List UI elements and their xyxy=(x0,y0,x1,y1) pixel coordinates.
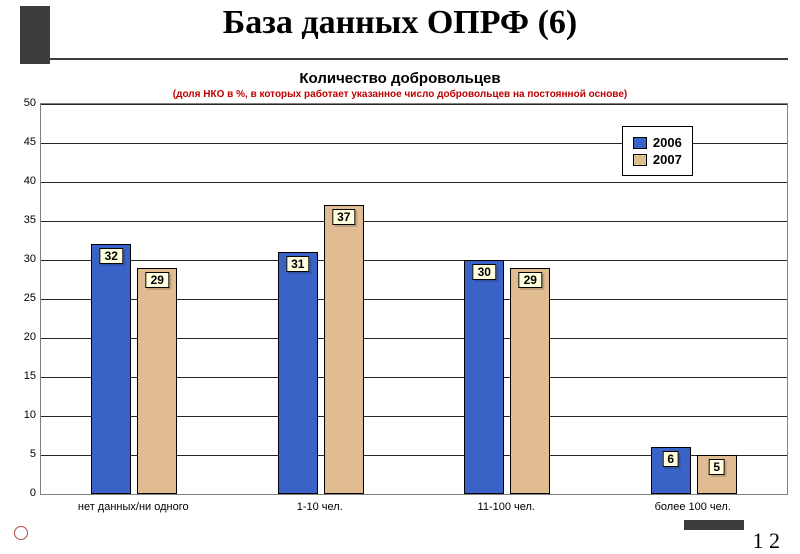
bar xyxy=(464,260,504,494)
legend-swatch xyxy=(633,137,647,149)
y-axis-label: 0 xyxy=(12,487,36,499)
bar-chart: 32293137302965 05101520253035404550нет д… xyxy=(12,103,788,521)
bar xyxy=(510,268,550,494)
legend-swatch xyxy=(633,154,647,166)
y-axis-label: 35 xyxy=(12,214,36,226)
header: База данных ОПРФ (6) xyxy=(0,0,800,64)
bar-value-label: 37 xyxy=(332,209,355,225)
x-axis-label: 11-100 чел. xyxy=(478,501,535,513)
y-axis-label: 40 xyxy=(12,175,36,187)
y-axis-label: 5 xyxy=(12,448,36,460)
chart-title: Количество добровольцев xyxy=(0,70,800,87)
bar-value-label: 31 xyxy=(286,256,309,272)
y-axis-label: 30 xyxy=(12,253,36,265)
legend-item: 2007 xyxy=(633,152,682,167)
bar xyxy=(137,268,177,494)
y-axis-label: 20 xyxy=(12,331,36,343)
footer-accent-block xyxy=(684,520,744,530)
bar-value-label: 29 xyxy=(519,272,542,288)
gridline xyxy=(41,182,787,183)
bar xyxy=(91,244,131,494)
y-axis-label: 10 xyxy=(12,409,36,421)
bar-value-label: 6 xyxy=(662,451,679,467)
x-axis-label: 1-10 чел. xyxy=(297,501,343,513)
bar xyxy=(278,252,318,494)
y-axis-label: 15 xyxy=(12,370,36,382)
y-axis-label: 45 xyxy=(12,136,36,148)
bar xyxy=(324,205,364,494)
header-underline xyxy=(50,58,788,60)
bar-value-label: 29 xyxy=(146,272,169,288)
legend-label: 2006 xyxy=(653,135,682,150)
y-axis-label: 25 xyxy=(12,292,36,304)
gridline xyxy=(41,221,787,222)
page-number: 1 2 xyxy=(753,530,781,552)
chart-subtitle: (доля НКО в %, в которых работает указан… xyxy=(0,89,800,100)
footer-logo-icon xyxy=(14,526,28,540)
gridline xyxy=(41,260,787,261)
bar-value-label: 5 xyxy=(708,459,725,475)
legend-label: 2007 xyxy=(653,152,682,167)
gridline xyxy=(41,104,787,105)
legend-item: 2006 xyxy=(633,135,682,150)
x-axis-label: нет данных/ни одного xyxy=(78,501,189,513)
legend: 2006 2007 xyxy=(622,126,693,176)
bar-value-label: 32 xyxy=(100,248,123,264)
y-axis-label: 50 xyxy=(12,97,36,109)
x-axis-label: более 100 чел. xyxy=(655,501,731,513)
bar-value-label: 30 xyxy=(473,264,496,280)
page-title: База данных ОПРФ (6) xyxy=(0,4,800,42)
